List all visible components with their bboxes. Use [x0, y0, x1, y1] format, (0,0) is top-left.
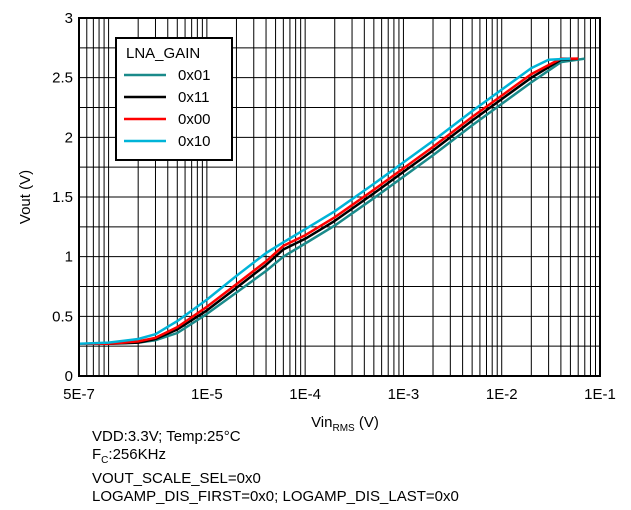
legend-title: LNA_GAIN [126, 45, 200, 62]
x-tick-label: 5E-7 [63, 386, 95, 403]
y-tick-label: 2 [65, 129, 73, 146]
y-tick-label: 2.5 [52, 70, 73, 87]
y-tick-label: 1.5 [52, 189, 73, 206]
x-tick-label: 1E-4 [289, 386, 321, 403]
test-conditions-notes: VDD:3.3V; Temp:25°C FC:256KHz VOUT_SCALE… [92, 428, 459, 506]
legend-label-0x10: 0x10 [178, 133, 211, 150]
x-tick-label: 1E-2 [486, 386, 518, 403]
notes-line-supply: VDD:3.3V; Temp:25°C [92, 428, 241, 445]
notes-line-frequency: FC:256KHz [92, 446, 459, 470]
x-axis-label-main: Vin [311, 414, 332, 431]
x-axis-label: VinRMS (V) [311, 414, 379, 434]
x-axis-label-subscript: RMS [333, 423, 356, 434]
y-tick-label: 0 [65, 368, 73, 385]
notes-freq-symbol: F [92, 446, 102, 463]
y-tick-label: 0.5 [52, 308, 73, 325]
notes-freq-subscript: C [101, 455, 109, 466]
y-tick-label: 1 [65, 249, 73, 266]
series-line-0x10 [78, 57, 571, 346]
notes-line-logamp: LOGAMP_DIS_FIRST=0x0; LOGAMP_DIS_LAST=0x… [92, 488, 459, 505]
notes-freq-value: :256KHz [108, 446, 166, 463]
legend-box [115, 37, 233, 161]
x-tick-label: 1E-1 [584, 386, 616, 403]
y-tick-labels: 0 0.5 1 1.5 2 2.5 3 [52, 10, 73, 385]
series-line-0x00 [79, 57, 579, 346]
x-tick-labels: 5E-7 1E-5 1E-4 1E-3 1E-2 1E-1 [63, 386, 616, 403]
x-tick-label: 1E-5 [191, 386, 223, 403]
x-tick-label: 1E-3 [388, 386, 420, 403]
plot-frame [78, 17, 601, 377]
y-axis-label: Vout (V) [17, 170, 34, 224]
legend-items: 0x01 0x11 0x00 0x10 [124, 67, 211, 150]
series-lines [78, 57, 585, 346]
x-axis-label-unit: (V) [355, 414, 379, 431]
legend-label-0x11: 0x11 [178, 89, 209, 106]
legend-label-0x01: 0x01 [178, 67, 211, 84]
y-tick-label: 3 [65, 10, 73, 27]
notes-line-scale-sel: VOUT_SCALE_SEL=0x0 [92, 470, 261, 487]
legend-label-0x00: 0x00 [178, 111, 211, 128]
legend: LNA_GAIN 0x01 0x11 0x00 0x10 [115, 37, 233, 161]
